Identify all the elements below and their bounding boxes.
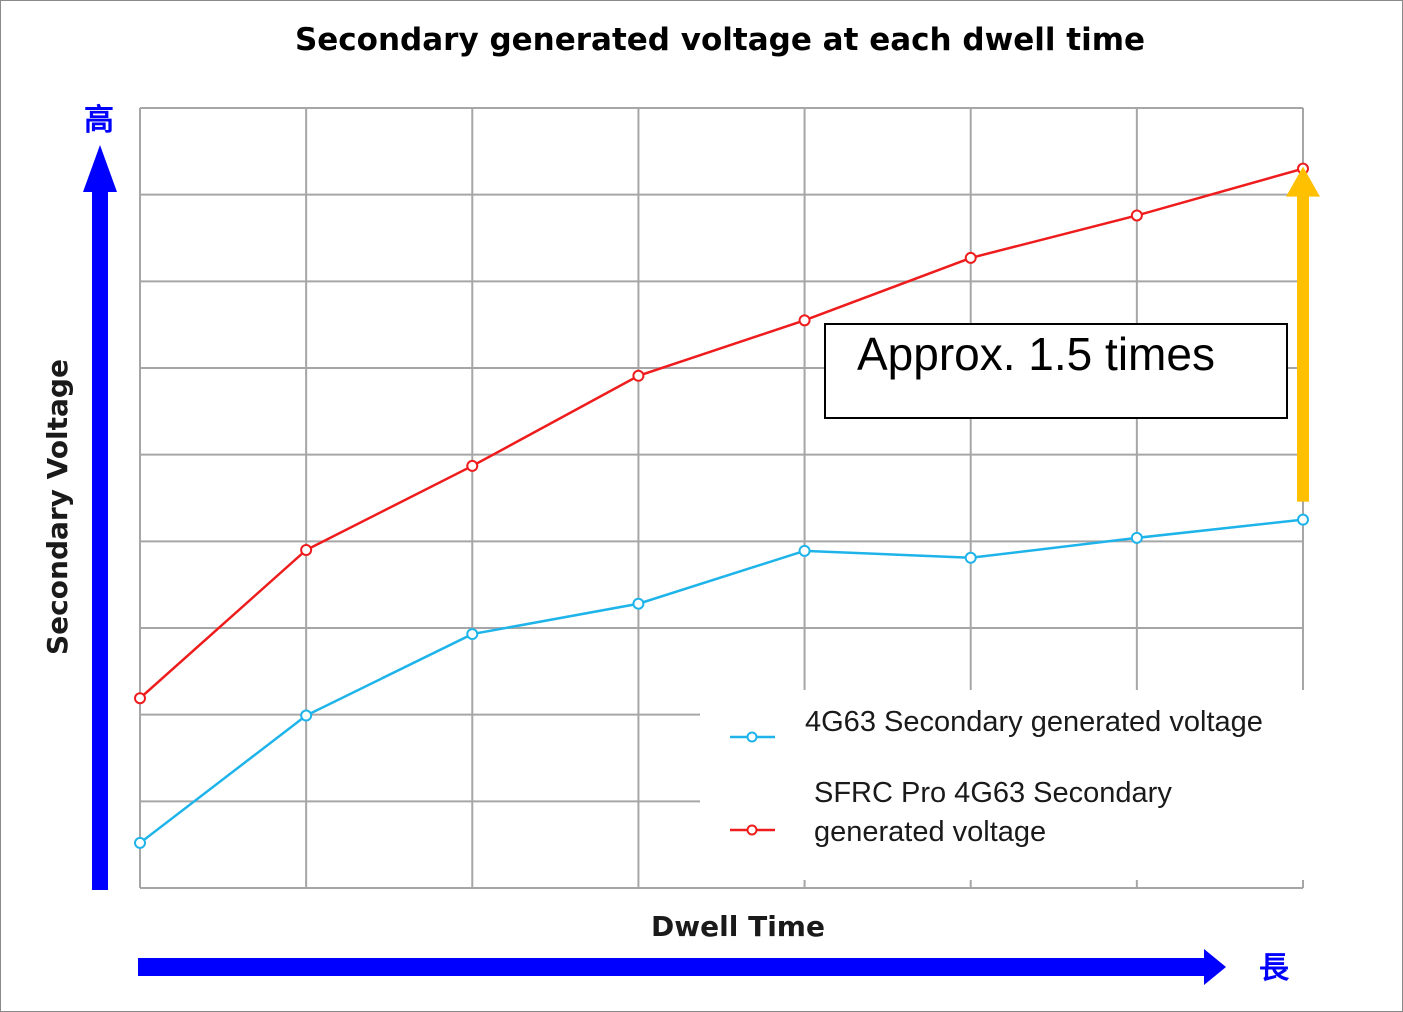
y-axis-arrow-shaft xyxy=(92,190,108,890)
legend: 4G63 Secondary generated voltage SFRC Pr… xyxy=(700,690,1320,880)
data-point xyxy=(466,628,479,641)
legend-swatch-marker xyxy=(746,731,758,743)
data-point xyxy=(1297,513,1309,526)
series-0 xyxy=(134,513,1309,849)
annotation-arrow-shaft xyxy=(1297,194,1309,502)
data-point xyxy=(964,251,977,264)
x-axis: Dwell Time 長 xyxy=(138,910,1290,986)
y-axis: 高 Secondary Voltage xyxy=(41,103,117,890)
data-point xyxy=(632,597,645,610)
data-point xyxy=(798,544,811,557)
y-axis-arrow-head xyxy=(83,145,117,192)
data-point xyxy=(632,369,645,382)
x-axis-arrow-shaft xyxy=(138,958,1208,976)
legend-swatch-marker xyxy=(746,824,758,836)
y-axis-high-marker: 高 xyxy=(84,103,114,138)
chart-title: Secondary generated voltage at each dwel… xyxy=(295,22,1145,58)
data-point xyxy=(466,459,479,472)
legend-label-line-1: SFRC Pro 4G63 Secondary xyxy=(814,777,1172,809)
data-point xyxy=(300,709,313,722)
series xyxy=(134,162,1309,849)
data-point xyxy=(798,314,811,327)
series-line xyxy=(139,518,1304,844)
series-1 xyxy=(134,162,1309,705)
legend-label-line-2: generated voltage xyxy=(814,816,1046,848)
legend-background xyxy=(700,690,1320,880)
annotation-arrow-head xyxy=(1286,166,1320,197)
data-point xyxy=(1130,531,1143,544)
data-point xyxy=(134,692,146,705)
annotation-text: Approx. 1.5 times xyxy=(857,328,1215,380)
x-axis-arrow-head xyxy=(1204,949,1226,985)
x-axis-long-marker: 長 xyxy=(1259,951,1290,986)
ratio-annotation: Approx. 1.5 times xyxy=(824,166,1320,502)
data-point xyxy=(134,836,146,849)
data-point xyxy=(300,544,313,556)
legend-item-sfrc-pro: SFRC Pro 4G63 Secondary generated voltag… xyxy=(730,777,1172,848)
legend-label: 4G63 Secondary generated voltage xyxy=(805,706,1263,738)
data-point xyxy=(964,551,977,564)
annotation-box xyxy=(824,323,1288,419)
series-line xyxy=(139,167,1304,700)
x-axis-label: Dwell Time xyxy=(651,910,825,943)
data-point xyxy=(1130,209,1143,222)
y-axis-label: Secondary Voltage xyxy=(41,359,74,655)
legend-item-4g63: 4G63 Secondary generated voltage xyxy=(730,706,1263,743)
